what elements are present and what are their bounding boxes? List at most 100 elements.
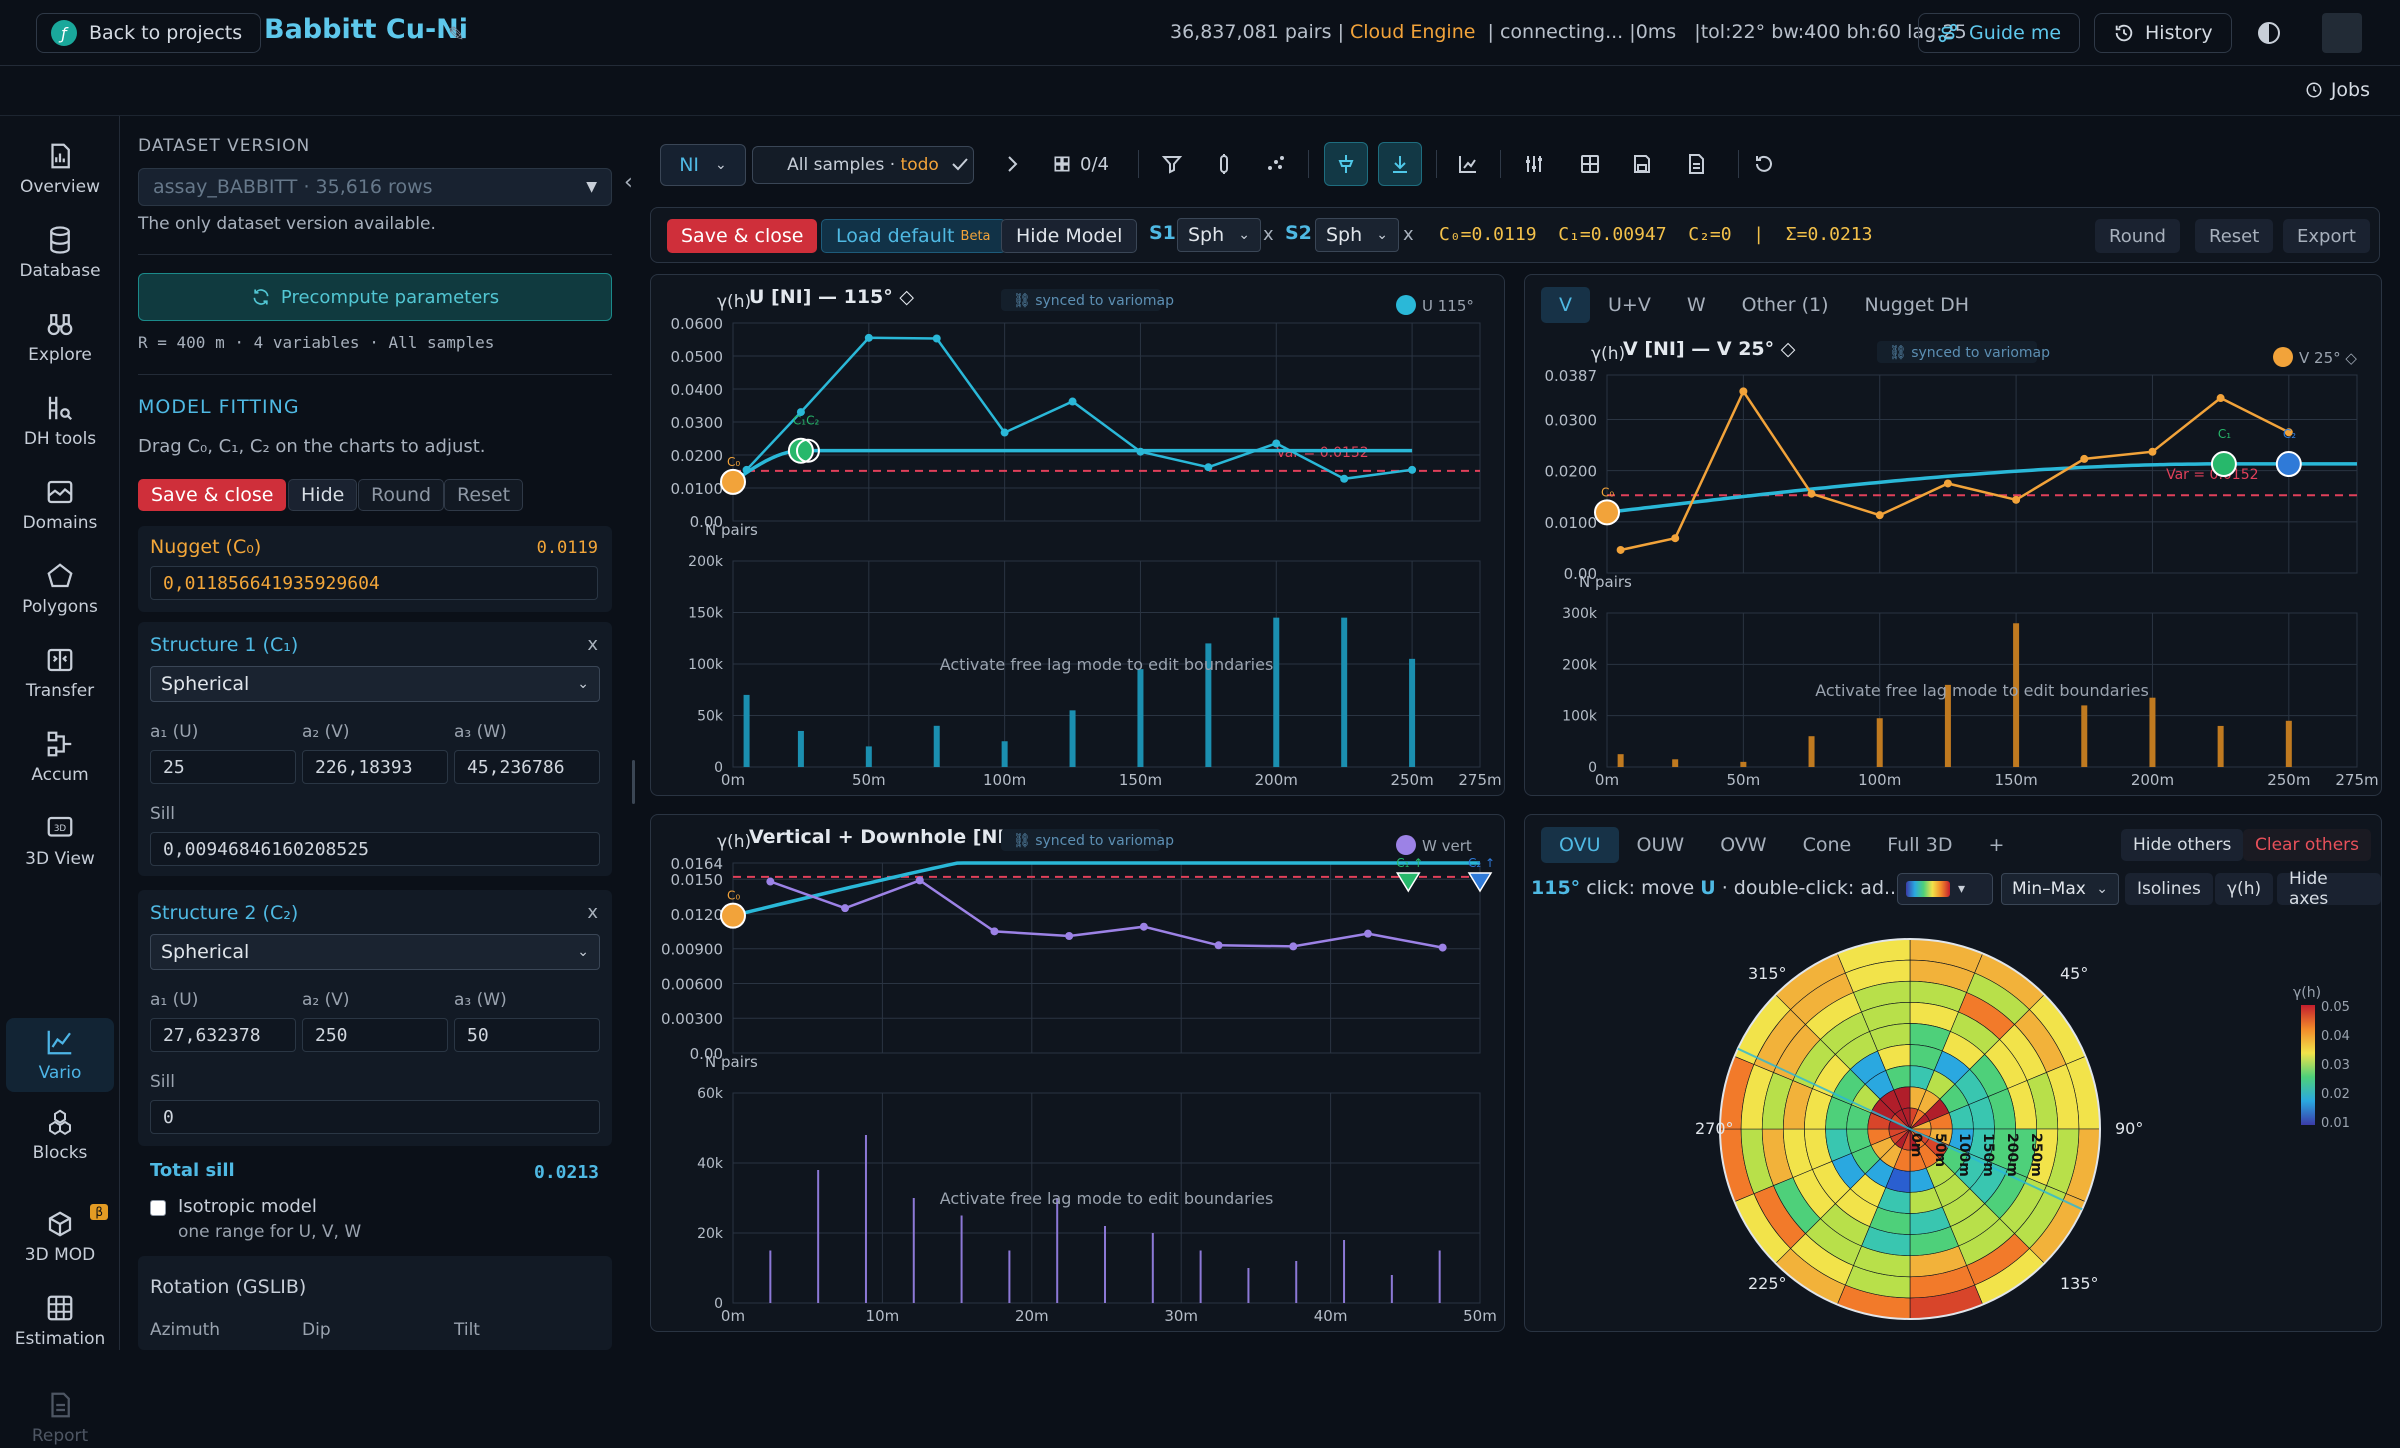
pairs-tick-label: 40k <box>697 1156 724 1172</box>
hide-others-button[interactable]: Hide others <box>2121 829 2244 861</box>
avatar[interactable] <box>2322 13 2362 53</box>
tab-v[interactable]: V <box>1541 287 1590 323</box>
structure-2-a2-input[interactable]: 250 <box>302 1018 448 1052</box>
tab-full-3d[interactable]: Full 3D <box>1887 834 1953 856</box>
model-save-close-button[interactable]: Save & close <box>667 219 818 253</box>
structure-2-model-select[interactable]: Spherical ⌄ <box>150 934 600 970</box>
precompute-button[interactable]: Precompute parameters <box>138 273 612 321</box>
colormap-select[interactable]: ▾ <box>1897 873 1993 905</box>
round-button[interactable]: Round <box>358 479 445 511</box>
rail-item-vario[interactable]: Vario <box>6 1018 114 1092</box>
rail-item-blocks[interactable]: Blocks <box>6 1098 114 1172</box>
rail-item-3d-mod[interactable]: 3D MOD β <box>6 1200 114 1274</box>
variogram-chart-v[interactable]: γ(h)V [NI] — V 25° ◇ ⛓ synced to variomap… <box>1525 275 2382 796</box>
s1-model-select[interactable]: Sph ⌄ <box>1177 218 1261 252</box>
layout-icon[interactable] <box>1568 142 1612 186</box>
tab-uv[interactable]: U+V <box>1608 294 1651 316</box>
variogram-chart-u[interactable]: γ(h)U [NI] — 115° ◇ ⛓ synced to variomap U… <box>651 275 1505 796</box>
hide-button[interactable]: Hide <box>288 479 358 511</box>
guide-me-button[interactable]: Guide me <box>1918 13 2081 53</box>
export-button[interactable]: Export <box>2283 219 2370 253</box>
variable-select[interactable]: NI ⌄ <box>660 144 746 186</box>
scatter-icon[interactable] <box>1254 142 1298 186</box>
tab-ovw[interactable]: OVW <box>1720 834 1767 856</box>
scale-select[interactable]: Min–Max ⌄ <box>2001 873 2119 905</box>
pairs-bar <box>769 1250 772 1303</box>
variomap-chart[interactable]: 315° 45° 270° 90° 225° 135° 180° 0m 50m 100m 150m 2… <box>1525 911 2382 1331</box>
tab-nugget-dh[interactable]: Nugget DH <box>1864 294 1970 316</box>
sliders-icon[interactable] <box>1512 142 1556 186</box>
check-icon[interactable] <box>938 142 982 186</box>
rail-item-report[interactable]: Report <box>6 1388 114 1448</box>
tab-other[interactable]: Other (1) <box>1741 294 1829 316</box>
save-icon[interactable] <box>1620 142 1664 186</box>
s2-remove-button[interactable]: x <box>1403 224 1414 245</box>
structure-1-model-select[interactable]: Spherical ⌄ <box>150 666 600 702</box>
save-close-button[interactable]: Save & close <box>138 479 287 511</box>
structure-1-a1-input[interactable]: 25 <box>150 750 296 784</box>
model-round-button[interactable]: Round <box>2095 219 2180 253</box>
hide-axes-button[interactable]: Hide axes <box>2277 869 2381 909</box>
structure-2-sill-input[interactable]: 0 <box>150 1100 600 1134</box>
collapse-panel-icon[interactable]: ‹ <box>624 170 633 195</box>
rail-item-3d-view[interactable]: 3D 3D View <box>6 804 114 878</box>
structure-1-sill-input[interactable]: 0,00946846160208525 <box>150 832 600 866</box>
add-tab-button[interactable]: + <box>1988 834 2005 856</box>
tab-ovu[interactable]: OVU <box>1541 827 1619 863</box>
pairs-bar <box>864 1135 867 1303</box>
nugget-input[interactable]: 0,011856641935929604 <box>150 566 598 600</box>
isolines-button[interactable]: Isolines <box>2125 873 2213 905</box>
reset-button[interactable]: Reset <box>444 479 524 511</box>
filter-icon[interactable] <box>1150 142 1194 186</box>
download-icon[interactable] <box>1378 142 1422 186</box>
rail-item-explore[interactable]: Explore <box>6 300 114 374</box>
s1-remove-button[interactable]: x <box>1263 224 1274 245</box>
remove-structure-1-button[interactable]: x <box>587 634 598 655</box>
rail-item-overview[interactable]: Overview <box>6 132 114 206</box>
axis-chart-icon[interactable] <box>1446 142 1490 186</box>
grid-count-button[interactable]: 0/4 <box>1052 142 1122 186</box>
s2-model-select[interactable]: Sph ⌄ <box>1315 218 1399 252</box>
history-button[interactable]: History <box>2094 13 2232 53</box>
structure-1-a2-input[interactable]: 226,18393 <box>302 750 448 784</box>
samples-filter[interactable]: All samples · todo <box>752 146 974 184</box>
rail-item-transfer[interactable]: Transfer <box>6 636 114 710</box>
rail-item-database[interactable]: Database <box>6 216 114 290</box>
divider <box>1308 150 1309 178</box>
hide-model-button[interactable]: Hide Model <box>1001 219 1138 253</box>
theme-toggle-icon[interactable] <box>2258 22 2280 44</box>
document-icon[interactable] <box>1674 142 1718 186</box>
structure-2-a1-input[interactable]: 27,632378 <box>150 1018 296 1052</box>
rail-item-estimation[interactable]: Estimation <box>6 1284 114 1358</box>
rail-item-accum[interactable]: Accum <box>6 720 114 794</box>
model-reset-button[interactable]: Reset <box>2195 219 2274 253</box>
tab-cone[interactable]: Cone <box>1802 834 1852 856</box>
load-default-button[interactable]: Load default Beta <box>821 219 1006 253</box>
pin-plot-icon[interactable] <box>1324 142 1368 186</box>
rail-item-polygons[interactable]: Polygons <box>6 552 114 626</box>
rail-item-dh-tools[interactable]: DH tools <box>6 384 114 458</box>
structure-2-a3-input[interactable]: 50 <box>454 1018 600 1052</box>
variomap-hint: 115° click: move U · double-click: ad... <box>1531 877 1902 899</box>
isotropic-checkbox[interactable] <box>150 1200 166 1216</box>
gamma-toggle-button[interactable]: γ(h) <box>2215 873 2274 905</box>
rail-item-domains[interactable]: Domains <box>6 468 114 542</box>
structure-1-a3-input[interactable]: 45,236786 <box>454 750 600 784</box>
total-sill-label: Total sill <box>150 1160 235 1181</box>
tab-ouw[interactable]: OUW <box>1636 834 1685 856</box>
variogram-chart-w[interactable]: γ(h)Vertical + Downhole [NI] ⛓ synced to … <box>651 815 1505 1332</box>
tab-w[interactable]: W <box>1686 294 1706 316</box>
chevron-down-icon: ⌄ <box>715 157 727 173</box>
chevron-right-icon[interactable] <box>990 142 1034 186</box>
edit-title-icon[interactable]: ✎ <box>448 22 465 46</box>
pairs-bar <box>1390 1275 1393 1303</box>
remove-structure-2-button[interactable]: x <box>587 902 598 923</box>
history-icon <box>2115 24 2133 42</box>
clear-others-button[interactable]: Clear others <box>2243 829 2372 861</box>
dataset-select[interactable]: assay_BABBITT · 35,616 rows ▼ <box>138 168 612 206</box>
jobs-button[interactable]: Jobs <box>2305 79 2370 101</box>
capsule-icon[interactable] <box>1202 142 1246 186</box>
undo-icon[interactable] <box>1742 142 1786 186</box>
back-to-projects-button[interactable]: ƒ Back to projects <box>36 13 262 53</box>
panel-resize-handle[interactable] <box>632 760 635 804</box>
